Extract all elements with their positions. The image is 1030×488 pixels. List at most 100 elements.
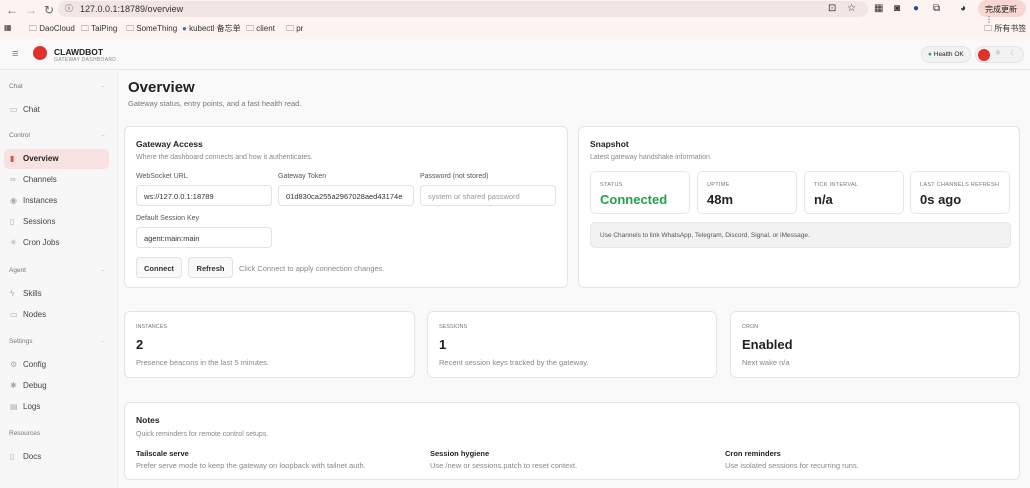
card-subtitle: Latest gateway handshake information.: [590, 154, 712, 161]
sidebar-item-label: Config: [23, 360, 47, 369]
sidebar-item-skills[interactable]: ϟ Skills: [4, 284, 109, 304]
url-text: 127.0.0.1:18789/overview: [80, 4, 184, 14]
sidebar-section-control[interactable]: Control –: [9, 132, 105, 139]
stat-label: STATUS: [600, 182, 623, 188]
sidebar-section-settings[interactable]: Settings –: [9, 338, 105, 345]
channels-callout: Use Channels to link WhatsApp, Telegram,…: [590, 222, 1011, 248]
page-subtitle: Gateway status, entry points, and a fast…: [128, 99, 302, 108]
monitor-theme-icon[interactable]: [978, 49, 990, 61]
collapse-icon[interactable]: –: [101, 83, 105, 90]
sidebar-item-logs[interactable]: ▤ Logs: [4, 397, 109, 417]
extension-icon[interactable]: ◙: [894, 3, 901, 14]
profile-icon[interactable]: ◕: [960, 3, 967, 14]
token-label: Gateway Token: [278, 173, 327, 180]
update-button[interactable]: 完成更新 ⋮: [978, 0, 1026, 24]
note-desc: Use /new or sessions.patch to reset cont…: [430, 461, 578, 470]
bookmark[interactable]: ● kubectl 备忘单: [182, 24, 241, 33]
stat-value: 48m: [707, 192, 734, 207]
sidebar-item-debug[interactable]: ✱ Debug: [4, 376, 109, 396]
sidebar-item-instances[interactable]: ◉ Instances: [4, 191, 109, 211]
bookmark[interactable]: 🗀 DaoCloud: [29, 24, 75, 33]
stat-value: n/a: [814, 192, 833, 207]
forward-icon[interactable]: →: [25, 3, 37, 17]
stat-label: LAST CHANNELS REFRESH: [920, 182, 1000, 188]
sidebar-section-resources[interactable]: Resources: [9, 430, 40, 437]
sidebar-item-label: Instances: [23, 196, 58, 205]
card-subtitle: Where the dashboard connects and how it …: [136, 154, 313, 161]
bookmark[interactable]: 🗀 TaiPing: [81, 24, 118, 33]
bookmark-label: pr: [296, 24, 304, 33]
metric-value: Enabled: [742, 337, 793, 352]
sidebar-item-label: Cron Jobs: [23, 238, 60, 247]
sidebar-item-docs[interactable]: ▯ Docs: [4, 447, 109, 467]
metric-cron: CRON Enabled Next wake n/a: [730, 311, 1020, 378]
all-bookmarks[interactable]: 🗀 所有书签: [984, 24, 1027, 33]
card-title: Snapshot: [590, 139, 629, 149]
app-name: CLAWDBOT: [54, 47, 104, 57]
collapse-icon[interactable]: –: [101, 132, 105, 139]
back-icon[interactable]: ←: [6, 3, 18, 17]
sidebar-item-config[interactable]: ⚙ Config: [4, 355, 109, 375]
extension-icon[interactable]: ●: [913, 3, 920, 14]
translate-icon[interactable]: ⊡: [828, 3, 837, 14]
section-title: Resources: [9, 430, 41, 437]
sidebar-item-label: Skills: [23, 289, 42, 298]
metric-desc: Recent session keys tracked by the gatew…: [439, 358, 589, 367]
bookmark-label: 所有书签: [994, 24, 1027, 33]
sidebar-section-agent[interactable]: Agent –: [9, 267, 105, 274]
stat-uptime: UPTIME 48m: [697, 171, 797, 214]
sidebar-item-label: Overview: [23, 154, 59, 163]
site-info-icon[interactable]: ⓘ: [65, 4, 73, 13]
password-input[interactable]: system or shared password: [420, 185, 556, 206]
bookmark-label: TaiPing: [91, 24, 118, 33]
metric-value: 1: [439, 337, 447, 352]
file-icon: ▯: [10, 217, 15, 226]
sidebar-item-nodes[interactable]: ▭ Nodes: [4, 305, 109, 325]
connect-button[interactable]: Connect: [136, 257, 182, 278]
moon-icon[interactable]: ☾: [1010, 50, 1017, 57]
gateway-access-card: Gateway Access Where the dashboard conne…: [124, 126, 568, 288]
apps-icon[interactable]: ▦: [4, 23, 12, 32]
update-label: 完成更新: [985, 5, 1017, 14]
card-subtitle: Quick reminders for remote control setup…: [136, 431, 269, 438]
note-title: Session hygiene: [430, 449, 490, 458]
status-dot-icon: ●: [928, 51, 932, 58]
section-title: Chat: [9, 83, 23, 90]
sun-icon[interactable]: ✺: [995, 50, 1001, 57]
password-label: Password (not stored): [420, 173, 489, 180]
session-key-input[interactable]: agent:main:main: [136, 227, 272, 248]
sidebar-item-overview[interactable]: ▮ Overview: [4, 149, 109, 169]
sidebar-section-chat[interactable]: Chat –: [9, 83, 105, 90]
collapse-icon[interactable]: –: [101, 338, 105, 345]
sidebar-item-chat[interactable]: ▭ Chat: [4, 100, 109, 120]
bookmark[interactable]: 🗀 pr: [286, 24, 304, 33]
snapshot-card: Snapshot Latest gateway handshake inform…: [578, 126, 1020, 288]
reload-icon[interactable]: ↻: [44, 3, 55, 17]
puzzle-icon[interactable]: ⧉: [933, 3, 941, 14]
bookmark[interactable]: 🗀 SomeThing: [126, 24, 178, 33]
metric-label: INSTANCES: [136, 324, 168, 330]
card-title: Gateway Access: [136, 139, 203, 149]
page-title: Overview: [128, 79, 195, 96]
gateway-token-input[interactable]: 01d830ca255a2967028aed43174e: [278, 185, 414, 206]
collapse-icon[interactable]: –: [101, 267, 105, 274]
stat-tick-interval: TICK INTERVAL n/a: [804, 171, 904, 214]
section-title: Settings: [9, 338, 33, 345]
refresh-button[interactable]: Refresh: [188, 257, 233, 278]
gear-icon: ⚙: [10, 360, 18, 369]
sidebar-item-sessions[interactable]: ▯ Sessions: [4, 212, 109, 232]
bookmark[interactable]: 🗀 client: [246, 24, 275, 33]
zap-icon: ϟ: [10, 289, 15, 298]
notes-card: Notes Quick reminders for remote control…: [124, 402, 1020, 480]
sidebar-item-cron-jobs[interactable]: ✳ Cron Jobs: [4, 233, 109, 253]
section-title: Control: [9, 132, 30, 139]
bookmark-label: DaoCloud: [39, 24, 75, 33]
star-icon[interactable]: ☆: [847, 3, 856, 14]
extension-icon[interactable]: ▦: [874, 3, 884, 14]
websocket-url-input[interactable]: ws://127.0.0.1:18789: [136, 185, 272, 206]
app-tagline: GATEWAY DASHBOARD: [54, 57, 117, 63]
menu-icon[interactable]: ≡: [12, 48, 19, 60]
sidebar-item-channels[interactable]: ∞ Channels: [4, 170, 109, 190]
address-bar[interactable]: 127.0.0.1:18789/overview: [58, 1, 343, 17]
sidebar-item-label: Logs: [23, 402, 41, 411]
